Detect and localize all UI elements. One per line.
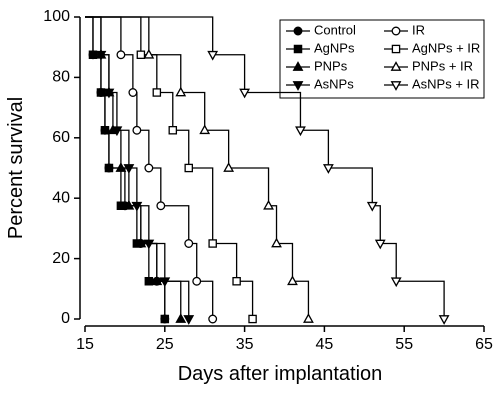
legend-label: AsNPs + IR (412, 76, 480, 91)
survival-marker (223, 162, 235, 172)
survival-marker (287, 275, 298, 286)
y-tick-label: 0 (61, 310, 70, 327)
survival-marker (160, 314, 170, 324)
survival-marker (303, 313, 314, 323)
survival-marker (208, 239, 217, 248)
survival-marker (175, 313, 187, 323)
x-tick-label: 45 (316, 336, 334, 353)
survival-marker (207, 50, 219, 61)
legend-marker (391, 44, 401, 54)
y-axis-title: Percent survival (5, 97, 27, 239)
survival-marker (143, 239, 155, 250)
x-tick-label: 35 (236, 336, 254, 353)
survival-marker (239, 88, 251, 99)
survival-marker (295, 126, 306, 137)
survival-marker (232, 276, 241, 286)
legend-box (279, 19, 485, 99)
survival-marker (144, 276, 154, 286)
legend-label: AgNPs (314, 40, 355, 55)
survival-marker (132, 125, 142, 135)
legend-label: PNPs + IR (412, 58, 473, 73)
y-tick-label: 60 (52, 129, 70, 146)
legend-label: AsNPs (314, 76, 354, 91)
x-tick-label: 55 (395, 336, 413, 353)
survival-marker (159, 277, 171, 288)
survival-marker (192, 276, 202, 286)
survival-marker (175, 86, 187, 97)
legend-marker (293, 44, 303, 54)
survival-marker (123, 199, 135, 210)
y-tick-label: 40 (52, 189, 70, 206)
survival-marker (199, 124, 211, 135)
survival-marker (116, 50, 126, 60)
y-tick-label: 20 (52, 250, 70, 267)
survival-marker (156, 201, 166, 211)
survival-marker (111, 126, 123, 137)
survival-marker (131, 201, 143, 212)
legend-marker (391, 26, 401, 36)
survival-marker (136, 50, 146, 60)
survival-marker (374, 239, 386, 250)
survival-marker (103, 88, 115, 99)
survival-marker (248, 314, 257, 324)
legend-label: PNPs (314, 58, 348, 73)
legend-label: IR (412, 22, 425, 37)
survival-marker (123, 164, 135, 174)
survival-marker (438, 315, 450, 325)
survival-marker (116, 201, 126, 210)
x-tick-label: 25 (156, 336, 174, 353)
legend-marker (390, 81, 402, 91)
x-tick-label: 65 (475, 336, 493, 353)
survival-marker (263, 199, 274, 210)
survival-marker (100, 126, 110, 135)
survival-marker (390, 277, 402, 288)
x-axis-title: Days after implantation (178, 363, 383, 385)
x-tick-label: 15 (76, 336, 94, 353)
survival-marker (104, 163, 114, 173)
survival-marker (88, 50, 98, 60)
y-tick-label: 100 (43, 8, 70, 25)
survival-marker (95, 50, 107, 61)
legend-marker (390, 61, 402, 71)
survival-marker (322, 164, 334, 174)
legend-label: Control (314, 22, 356, 37)
survival-marker (152, 88, 162, 97)
survival-marker (151, 275, 163, 286)
survival-marker (208, 314, 218, 324)
survival-marker (115, 162, 127, 172)
survival-marker (135, 237, 147, 248)
survival-marker (128, 88, 138, 97)
legend-label: AgNPs + IR (412, 40, 480, 55)
survival-marker (144, 163, 154, 173)
survival-marker (366, 201, 378, 212)
survival-marker (143, 48, 155, 59)
legend-marker (292, 61, 304, 71)
legend-marker (292, 81, 304, 91)
survival-marker (271, 237, 282, 248)
survival-marker (184, 163, 193, 173)
survival-marker (96, 88, 106, 97)
survival-marker (184, 239, 194, 248)
legend-marker (293, 26, 303, 36)
survival-marker (183, 315, 195, 325)
y-tick-label: 80 (52, 69, 70, 86)
survival-marker (168, 126, 178, 135)
